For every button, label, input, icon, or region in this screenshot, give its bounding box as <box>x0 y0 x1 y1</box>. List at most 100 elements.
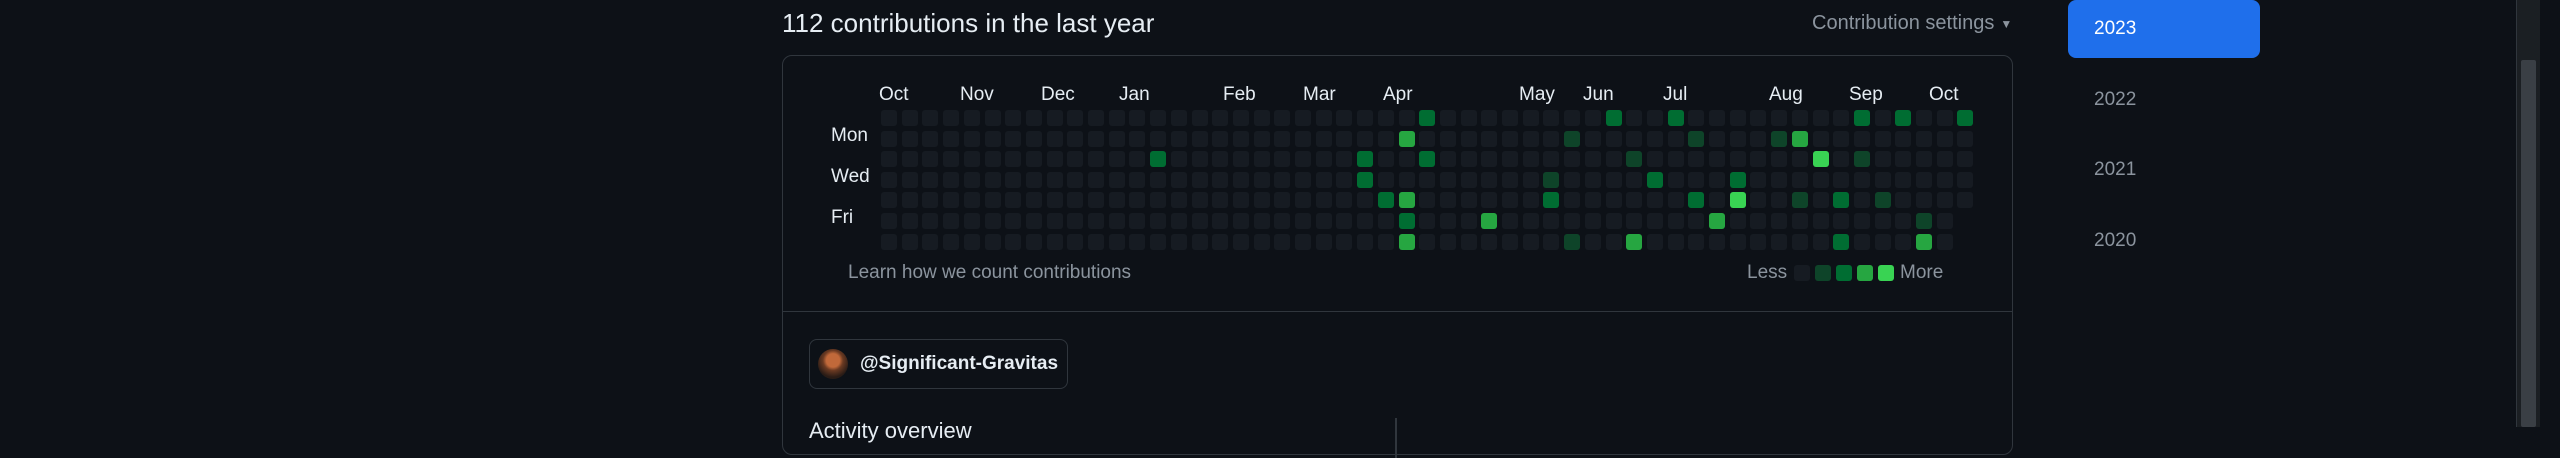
contribution-day-cell[interactable] <box>964 192 980 208</box>
contribution-day-cell[interactable] <box>1129 110 1145 126</box>
contribution-day-cell[interactable] <box>1626 131 1642 147</box>
contribution-day-cell[interactable] <box>1316 213 1332 229</box>
contribution-day-cell[interactable] <box>1109 192 1125 208</box>
contribution-day-cell[interactable] <box>1647 213 1663 229</box>
contribution-day-cell[interactable] <box>922 172 938 188</box>
contribution-day-cell[interactable] <box>1854 110 1870 126</box>
contribution-day-cell[interactable] <box>1150 192 1166 208</box>
contribution-day-cell[interactable] <box>1378 192 1394 208</box>
contribution-day-cell[interactable] <box>1047 192 1063 208</box>
contribution-day-cell[interactable] <box>1212 234 1228 250</box>
contribution-day-cell[interactable] <box>1399 172 1415 188</box>
contribution-day-cell[interactable] <box>1357 110 1373 126</box>
contribution-day-cell[interactable] <box>1916 213 1932 229</box>
contribution-day-cell[interactable] <box>1523 110 1539 126</box>
contribution-day-cell[interactable] <box>1626 110 1642 126</box>
contribution-day-cell[interactable] <box>1419 151 1435 167</box>
contribution-day-cell[interactable] <box>1813 110 1829 126</box>
contribution-day-cell[interactable] <box>1668 131 1684 147</box>
contribution-day-cell[interactable] <box>1813 151 1829 167</box>
contribution-day-cell[interactable] <box>1895 192 1911 208</box>
contribution-day-cell[interactable] <box>1937 131 1953 147</box>
contribution-day-cell[interactable] <box>1295 172 1311 188</box>
contribution-day-cell[interactable] <box>1771 192 1787 208</box>
contribution-day-cell[interactable] <box>1378 213 1394 229</box>
contribution-day-cell[interactable] <box>1606 192 1622 208</box>
contribution-day-cell[interactable] <box>1730 151 1746 167</box>
contribution-day-cell[interactable] <box>1461 151 1477 167</box>
contribution-day-cell[interactable] <box>1937 213 1953 229</box>
contribution-day-cell[interactable] <box>1316 110 1332 126</box>
contribution-day-cell[interactable] <box>1543 213 1559 229</box>
contribution-day-cell[interactable] <box>881 192 897 208</box>
page-scrollbar[interactable] <box>2516 0 2540 427</box>
contribution-day-cell[interactable] <box>1316 151 1332 167</box>
contribution-day-cell[interactable] <box>1316 172 1332 188</box>
contribution-day-cell[interactable] <box>964 234 980 250</box>
contribution-day-cell[interactable] <box>1005 172 1021 188</box>
contribution-day-cell[interactable] <box>1378 234 1394 250</box>
contribution-day-cell[interactable] <box>1606 110 1622 126</box>
contribution-day-cell[interactable] <box>1771 234 1787 250</box>
contribution-day-cell[interactable] <box>964 151 980 167</box>
contribution-day-cell[interactable] <box>1647 172 1663 188</box>
contribution-day-cell[interactable] <box>1916 131 1932 147</box>
contribution-day-cell[interactable] <box>1440 172 1456 188</box>
contribution-day-cell[interactable] <box>1150 110 1166 126</box>
contribution-day-cell[interactable] <box>1067 213 1083 229</box>
contribution-day-cell[interactable] <box>1957 172 1973 188</box>
contribution-day-cell[interactable] <box>1399 131 1415 147</box>
contribution-day-cell[interactable] <box>1688 192 1704 208</box>
contribution-day-cell[interactable] <box>1771 172 1787 188</box>
contribution-day-cell[interactable] <box>1274 151 1290 167</box>
contribution-day-cell[interactable] <box>1854 172 1870 188</box>
contribution-day-cell[interactable] <box>1647 234 1663 250</box>
contribution-day-cell[interactable] <box>1088 192 1104 208</box>
contribution-day-cell[interactable] <box>1564 131 1580 147</box>
contribution-day-cell[interactable] <box>1957 192 1973 208</box>
contribution-day-cell[interactable] <box>1668 151 1684 167</box>
contribution-day-cell[interactable] <box>1212 172 1228 188</box>
contribution-day-cell[interactable] <box>1833 110 1849 126</box>
contribution-day-cell[interactable] <box>1916 172 1932 188</box>
contribution-day-cell[interactable] <box>922 151 938 167</box>
contribution-day-cell[interactable] <box>1005 110 1021 126</box>
contribution-day-cell[interactable] <box>1336 110 1352 126</box>
contribution-day-cell[interactable] <box>1585 110 1601 126</box>
contribution-day-cell[interactable] <box>1750 151 1766 167</box>
contribution-day-cell[interactable] <box>1895 213 1911 229</box>
contribution-day-cell[interactable] <box>985 172 1001 188</box>
contribution-day-cell[interactable] <box>1543 151 1559 167</box>
contribution-day-cell[interactable] <box>1212 213 1228 229</box>
contribution-day-cell[interactable] <box>1668 110 1684 126</box>
contribution-day-cell[interactable] <box>1129 172 1145 188</box>
contribution-day-cell[interactable] <box>1957 110 1973 126</box>
contribution-day-cell[interactable] <box>1606 131 1622 147</box>
contribution-day-cell[interactable] <box>1792 151 1808 167</box>
contribution-day-cell[interactable] <box>943 172 959 188</box>
contribution-day-cell[interactable] <box>1109 131 1125 147</box>
contribution-day-cell[interactable] <box>1440 213 1456 229</box>
contribution-day-cell[interactable] <box>1833 192 1849 208</box>
contribution-day-cell[interactable] <box>1606 151 1622 167</box>
year-button-2020[interactable]: 2020 <box>2068 212 2260 270</box>
contribution-day-cell[interactable] <box>1585 131 1601 147</box>
contribution-day-cell[interactable] <box>1626 213 1642 229</box>
contribution-day-cell[interactable] <box>1150 131 1166 147</box>
contribution-day-cell[interactable] <box>1461 234 1477 250</box>
contribution-day-cell[interactable] <box>985 192 1001 208</box>
contribution-day-cell[interactable] <box>1047 151 1063 167</box>
contribution-day-cell[interactable] <box>1419 213 1435 229</box>
contribution-day-cell[interactable] <box>1668 213 1684 229</box>
contribution-day-cell[interactable] <box>1750 110 1766 126</box>
contribution-day-cell[interactable] <box>1440 234 1456 250</box>
contribution-day-cell[interactable] <box>1254 172 1270 188</box>
contribution-day-cell[interactable] <box>1067 110 1083 126</box>
contribution-day-cell[interactable] <box>1047 110 1063 126</box>
contribution-day-cell[interactable] <box>1336 151 1352 167</box>
contribution-day-cell[interactable] <box>1709 151 1725 167</box>
contribution-day-cell[interactable] <box>881 213 897 229</box>
contribution-day-cell[interactable] <box>1937 110 1953 126</box>
contribution-day-cell[interactable] <box>1399 192 1415 208</box>
contribution-day-cell[interactable] <box>1626 151 1642 167</box>
